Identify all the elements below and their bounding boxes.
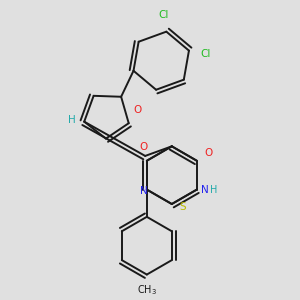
Text: Cl: Cl bbox=[200, 49, 211, 59]
Text: N: N bbox=[201, 184, 208, 195]
Text: H: H bbox=[210, 184, 218, 195]
Text: H: H bbox=[68, 115, 76, 125]
Text: CH$_3$: CH$_3$ bbox=[137, 284, 157, 297]
Text: O: O bbox=[133, 105, 141, 115]
Text: N: N bbox=[140, 186, 148, 196]
Text: S: S bbox=[180, 202, 186, 212]
Text: O: O bbox=[205, 148, 213, 158]
Text: O: O bbox=[140, 142, 148, 152]
Text: Cl: Cl bbox=[158, 11, 168, 20]
